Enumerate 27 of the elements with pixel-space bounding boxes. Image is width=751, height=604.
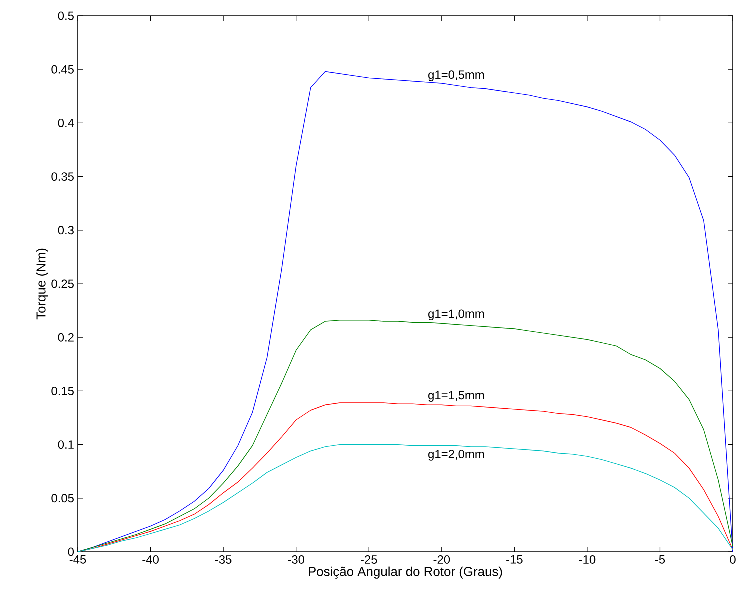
x-tick-label: -45 — [70, 556, 86, 564]
series-label: g1=0,5mm — [428, 70, 484, 82]
x-tick-label: -30 — [288, 556, 305, 564]
y-tick-label: 0.05 — [52, 494, 74, 503]
x-tick-label: -10 — [579, 556, 596, 564]
x-tick-label: 0 — [730, 556, 736, 564]
y-tick-label: 0.5 — [58, 12, 74, 20]
x-tick-label: -35 — [215, 556, 232, 564]
y-tick-label: 0.15 — [52, 386, 74, 396]
x-tick-label: -40 — [142, 556, 159, 564]
y-tick-label: 0.1 — [58, 440, 74, 450]
y-tick-label: 0.35 — [52, 172, 74, 182]
y-axis-title: Torque (Nm) — [36, 248, 48, 320]
series-label: g1=2,0mm — [428, 450, 484, 461]
y-tick-label: 0 — [68, 548, 74, 556]
y-tick-label: 0.25 — [52, 280, 74, 288]
x-tick-label: -20 — [434, 556, 450, 564]
x-tick-label: -25 — [361, 556, 378, 564]
x-tick-label: -15 — [506, 556, 523, 564]
x-axis-title: Posição Angular do Rotor (Graus) — [309, 566, 502, 579]
y-tick-label: 0.2 — [58, 333, 74, 342]
series-label: g1=1,5mm — [428, 391, 484, 402]
y-tick-label: 0.45 — [52, 65, 74, 74]
y-tick-label: 0.3 — [58, 226, 74, 235]
x-tick-label: -5 — [655, 556, 666, 564]
series-label: g1=1,0mm — [428, 310, 484, 321]
y-tick-label: 0.4 — [58, 118, 74, 128]
